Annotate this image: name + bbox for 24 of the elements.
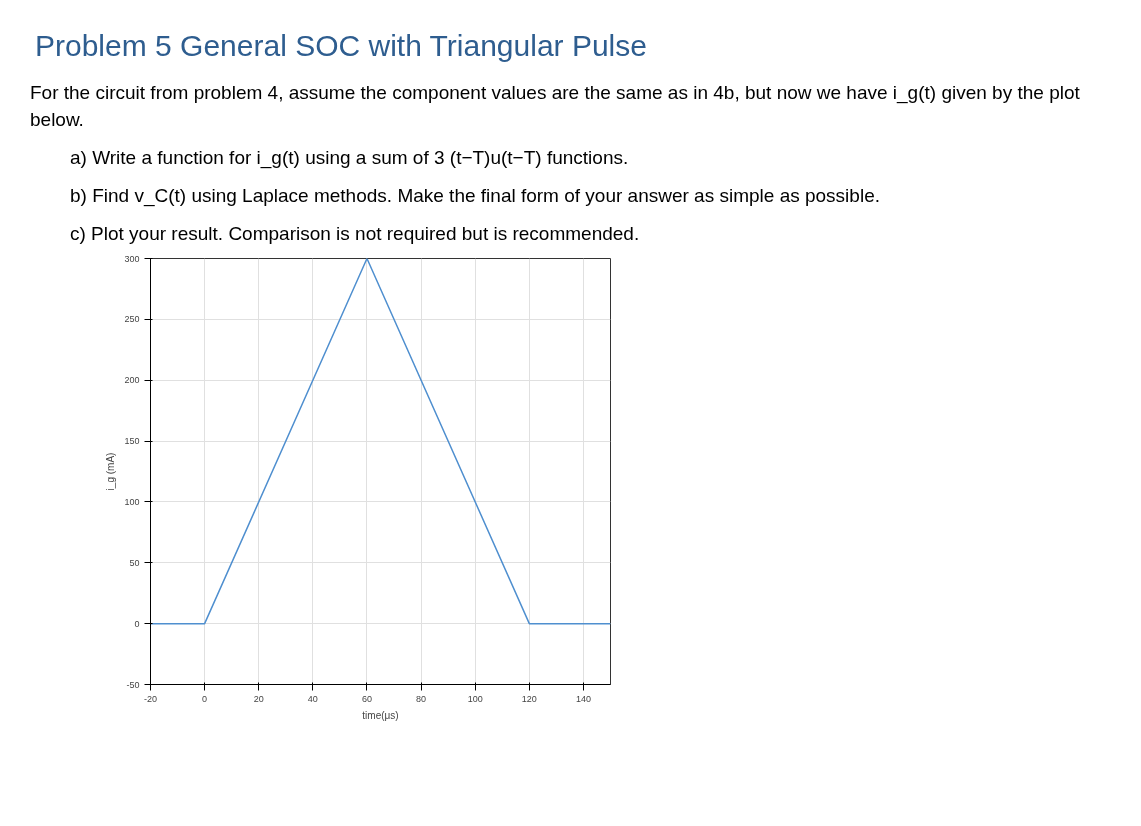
y-tick-label: -50: [126, 679, 140, 690]
text: c) Plot your result. Comparison is not required but is recommended.: [70, 222, 640, 247]
x-tick-label: 20: [253, 693, 264, 704]
y-tick-label: 200: [124, 374, 140, 385]
x-tick-label: 60: [361, 693, 372, 704]
text: b) Find v_C(t) using Laplace methods. Make the final form of your answer as simple as possible.: [70, 184, 880, 209]
x-tick-label: 0: [202, 693, 208, 704]
y-tick-label: 250: [124, 313, 140, 324]
x-tick-label: 40: [307, 693, 318, 704]
x-tick-label: 120: [521, 693, 537, 704]
text: For the circuit from problem 4, assume the component values are the same as in 4b, but now we have i_g(t) given by the plot below.: [30, 80, 1081, 132]
text: a) Write a function for i_g(t) using a sum of 3 (t−T)u(t−T) functions.: [70, 146, 629, 171]
y-tick-label: 0: [134, 618, 140, 629]
y-tick-label: 300: [124, 253, 140, 264]
x-tick-label: 80: [416, 693, 427, 704]
y-tick-label: 50: [129, 557, 140, 568]
x-tick-label: 100: [467, 693, 483, 704]
x-tick-label: -20: [144, 693, 158, 704]
chart-title: Problem 5 General SOC with Triangular Pulse: [35, 28, 647, 64]
y-tick-label: 100: [124, 496, 140, 507]
x-tick-label: 140: [575, 693, 591, 704]
y-axis-title: i_g (mA): [105, 452, 117, 490]
x-axis-title: time(μs): [362, 709, 399, 721]
y-tick-label: 150: [124, 435, 140, 446]
